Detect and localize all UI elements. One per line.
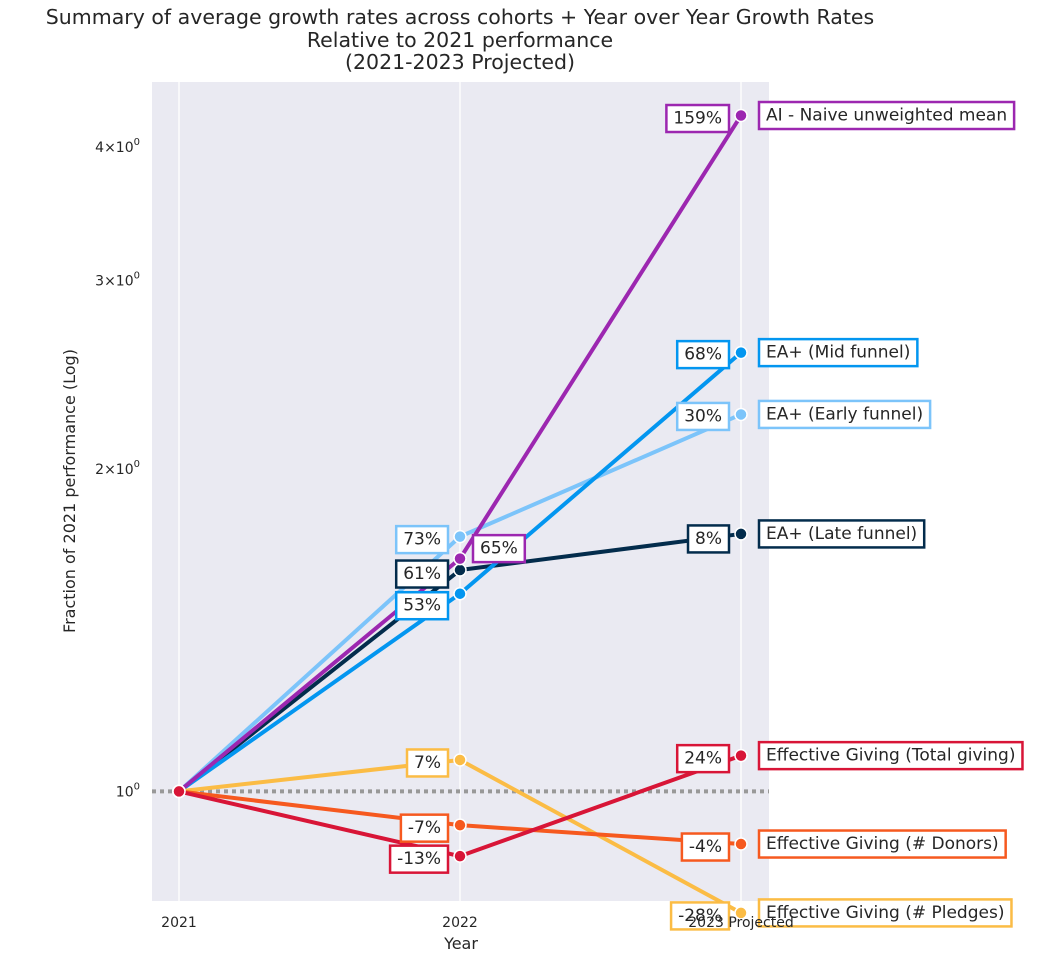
data-point [172, 784, 186, 799]
growth-label: 53% [394, 590, 450, 621]
growth-label: -7% [399, 813, 450, 843]
data-point [453, 753, 467, 767]
label-box [686, 524, 731, 554]
growth-label: 159% [665, 103, 731, 134]
series-label-ea-early-funnel: EA+ (Early funnel) [757, 399, 932, 430]
chart-title: Summary of average growth rates across c… [0, 6, 920, 74]
y-tick-label: 3×100 [95, 271, 140, 290]
label-box [388, 844, 450, 874]
label-box [669, 901, 731, 931]
data-point [734, 345, 748, 360]
x-axis-label: Year [443, 934, 478, 953]
growth-label: 30% [675, 401, 731, 432]
y-axis-label: Fraction of 2021 performance (Log) [60, 349, 79, 633]
data-point [453, 586, 467, 601]
label-box [405, 748, 450, 778]
label-text: 159% [673, 109, 722, 129]
series-label-ea-mid-funnel: EA+ (Mid funnel) [757, 337, 919, 368]
data-point [734, 837, 748, 851]
label-box [675, 401, 731, 432]
label-box [757, 337, 919, 368]
data-point [734, 407, 748, 422]
series-effective-giving-total-giving [172, 748, 748, 863]
label-box [757, 829, 1007, 859]
title-line-3: (2021-2023 Projected) [344, 50, 575, 74]
label-text: 68% [684, 345, 722, 365]
label-text: 73% [403, 530, 441, 550]
label-text: Effective Giving (# Pledges) [766, 903, 1004, 923]
label-box [394, 559, 450, 589]
label-box [399, 813, 450, 843]
growth-label: 24% [675, 743, 731, 774]
growth-label: -28% [669, 901, 731, 931]
label-text: -28% [678, 906, 722, 926]
label-box [675, 339, 731, 370]
label-box [757, 740, 1024, 771]
label-layer: 65% 159% AI - Naive unweighted mean 53% 68% E… [388, 100, 1024, 931]
data-point [453, 551, 467, 566]
x-tick-label: 2023 Projected [688, 915, 793, 931]
label-box [757, 898, 1013, 928]
growth-label: 65% [471, 533, 527, 564]
label-box [680, 832, 731, 862]
y-tick-label: 2×100 [95, 459, 140, 478]
label-text: EA+ (Mid funnel) [766, 343, 910, 363]
growth-label: -4% [680, 832, 731, 862]
series-label-ea-late-funnel: EA+ (Late funnel) [757, 519, 926, 549]
series-label-effective-giving-pledges: Effective Giving (# Pledges) [757, 898, 1013, 928]
label-box [757, 399, 932, 430]
axes: Year Fraction of 2021 performance (Log) … [60, 137, 794, 953]
series-layer [172, 108, 748, 920]
title-line-1: Summary of average growth rates across c… [45, 5, 875, 29]
x-tick-label: 2021 [161, 915, 197, 931]
growth-label: 68% [675, 339, 731, 370]
data-point [453, 818, 467, 832]
growth-label: 61% [394, 559, 450, 589]
label-text: 8% [695, 529, 722, 549]
label-box [675, 743, 731, 774]
label-text: 53% [403, 596, 441, 616]
label-text: Effective Giving (# Donors) [766, 834, 999, 854]
data-point [734, 748, 748, 763]
label-text: 7% [414, 753, 441, 773]
label-text: Effective Giving (Total giving) [766, 746, 1015, 766]
y-tick-label: 100 [116, 781, 140, 800]
label-text: EA+ (Late funnel) [766, 524, 917, 544]
data-point [734, 108, 748, 123]
data-point [453, 849, 467, 863]
label-box [394, 590, 450, 621]
series-label-ai-naive-unweighted-mean: AI - Naive unweighted mean [757, 100, 1016, 131]
label-box [757, 519, 926, 549]
label-text: 24% [684, 749, 722, 769]
label-text: -13% [397, 849, 441, 869]
series-label-effective-giving-donors: Effective Giving (# Donors) [757, 829, 1007, 859]
data-point [453, 529, 467, 544]
growth-label: 7% [405, 748, 450, 778]
x-tick-label: 2022 [442, 915, 478, 931]
label-box [471, 533, 527, 564]
label-box [665, 103, 731, 134]
growth-label: 73% [394, 524, 450, 555]
label-text: AI - Naive unweighted mean [766, 106, 1007, 126]
label-box [757, 100, 1016, 131]
label-text: 61% [403, 564, 441, 584]
y-tick-label: 4×100 [95, 137, 140, 156]
data-point [453, 563, 467, 577]
growth-label: 8% [686, 524, 731, 554]
label-text: EA+ (Early funnel) [766, 404, 923, 424]
label-box [394, 524, 450, 555]
series-label-effective-giving-total-giving: Effective Giving (Total giving) [757, 740, 1024, 771]
label-text: 65% [480, 539, 518, 559]
data-point [734, 527, 748, 541]
title-line-2: Relative to 2021 performance [306, 27, 614, 52]
label-text: 30% [684, 406, 722, 426]
data-point [734, 906, 748, 920]
label-text: -4% [689, 837, 722, 857]
label-text: -7% [408, 818, 441, 838]
growth-label: -13% [388, 844, 450, 874]
